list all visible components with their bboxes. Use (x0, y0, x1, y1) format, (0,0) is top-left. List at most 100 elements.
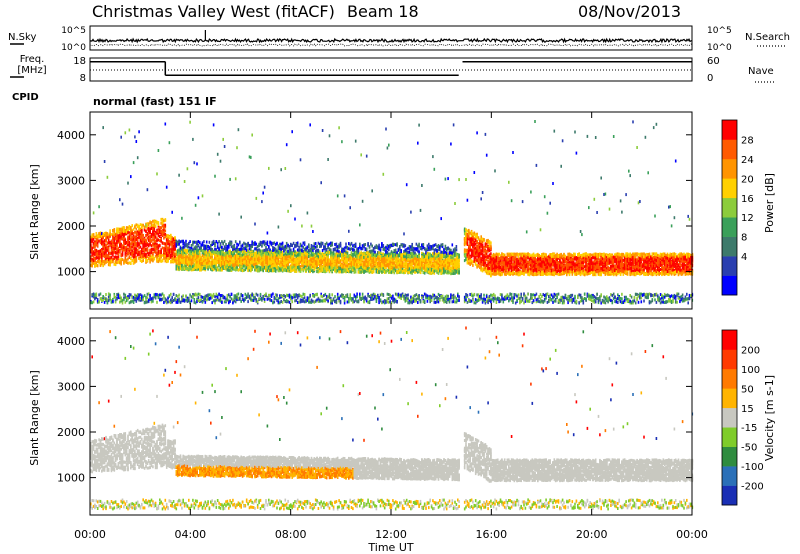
power-cell (134, 135, 136, 138)
power-cell (149, 237, 151, 240)
power-cell (171, 299, 173, 302)
power-cell (166, 301, 168, 304)
power-cell (134, 255, 136, 258)
power-cell (115, 260, 117, 263)
power-cell (171, 243, 173, 246)
power-cell (134, 237, 136, 240)
power-cell (116, 235, 118, 238)
power-cell (142, 238, 144, 241)
power-cell (156, 239, 158, 242)
power-cell (165, 219, 167, 222)
power-cell (173, 260, 175, 263)
power-cell (187, 298, 189, 301)
power-cell (138, 246, 140, 249)
power-cell (191, 250, 193, 253)
cpid-label: CPID (12, 92, 39, 103)
power-cell (141, 233, 143, 236)
power-cell (127, 241, 129, 244)
power-cell (122, 245, 124, 248)
power-cell (178, 258, 180, 261)
power-cell (130, 232, 132, 235)
power-cell (152, 252, 154, 255)
power-cell (137, 253, 139, 256)
power-cell (170, 299, 172, 302)
power-cell (100, 293, 102, 296)
power-cell (125, 229, 127, 232)
power-cell (149, 249, 151, 252)
power-cell (163, 294, 165, 297)
power-cell (111, 256, 113, 259)
power-cell (137, 225, 139, 228)
power-cell (129, 261, 131, 264)
power-cell (180, 240, 182, 243)
power-cell (156, 293, 158, 296)
power-cell (169, 295, 171, 298)
chart-title: Christmas Valley West (fitACF) (92, 2, 335, 21)
power-cell (184, 254, 186, 257)
power-cell (130, 253, 132, 256)
power-cell (131, 224, 133, 227)
power-cell (119, 198, 121, 201)
power-cell (162, 246, 164, 249)
power-cell (137, 293, 139, 296)
power-cell (184, 264, 186, 267)
power-cell (131, 246, 133, 249)
power-cell (112, 241, 114, 244)
freq-line (90, 62, 692, 76)
power-cell (91, 238, 93, 241)
power-cell (123, 235, 125, 238)
power-cell (144, 248, 146, 251)
power-cell (94, 245, 96, 248)
power-cell (115, 251, 117, 254)
power-cell (118, 253, 120, 256)
power-cell (178, 298, 180, 301)
power-cell (130, 238, 132, 241)
power-cell (134, 247, 136, 250)
power-cell (182, 294, 184, 297)
freq-trace (90, 62, 692, 76)
power-cell (108, 252, 110, 255)
power-cell (155, 225, 157, 228)
power-cell (158, 250, 160, 253)
power-cell (130, 301, 132, 304)
power-cell (137, 239, 139, 242)
power-cell (141, 256, 143, 259)
power-cell (98, 256, 100, 259)
power-cell (116, 240, 118, 243)
power-cell (116, 247, 118, 250)
power-cell (129, 301, 131, 304)
power-cell (185, 249, 187, 252)
power-cell (151, 258, 153, 261)
power-cell (127, 249, 129, 252)
power-cell (148, 239, 150, 242)
power-cell (174, 237, 176, 240)
power-cell (105, 299, 107, 302)
power-cell (180, 262, 182, 265)
power-cell (111, 301, 113, 304)
power-cell (169, 300, 171, 303)
power-cell (182, 242, 184, 245)
power-cell (136, 244, 138, 247)
power-cell (194, 298, 196, 301)
power-cell (102, 233, 104, 236)
power-cell (187, 255, 189, 258)
power-cell (131, 237, 133, 240)
power-cell (148, 299, 150, 302)
power-cell (122, 302, 124, 305)
power-cell (122, 258, 124, 261)
power-cell (94, 236, 96, 239)
power-cell (171, 248, 173, 251)
power-cell (94, 249, 96, 252)
power-cell (108, 236, 110, 239)
power-cell (118, 261, 120, 264)
freq-tick-bottom: 8 (80, 73, 86, 84)
power-cell (97, 244, 99, 247)
power-cell (159, 293, 161, 296)
power-cell (96, 232, 98, 235)
power-cell (142, 240, 144, 243)
power-cell (111, 233, 113, 236)
power-cell (94, 252, 96, 255)
power-cell (159, 298, 161, 301)
power-cell (145, 301, 147, 304)
power-cell (114, 228, 116, 231)
